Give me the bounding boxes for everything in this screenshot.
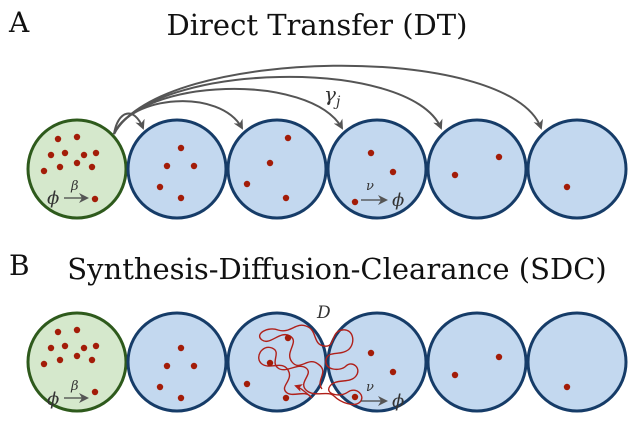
svg-text:β: β [70, 179, 79, 194]
target-cell-4 [426, 118, 528, 220]
panel-b-letter: B [9, 249, 30, 282]
svg-text:ϕ: ϕ [47, 389, 59, 410]
target-cell-b-3 [326, 311, 428, 413]
panel-b-title: Synthesis-Diffusion-Clearance (SDC) [67, 252, 606, 286]
target-cell-b-5 [526, 311, 628, 413]
diffusion-path [258, 324, 363, 406]
transfer-arrow-5 [113, 64, 543, 135]
cell-row-a [26, 118, 628, 220]
source-cell-b [26, 311, 128, 413]
diffusion-label: D [316, 303, 331, 323]
synthesis-label-b: ϕ β [47, 379, 89, 410]
target-cell-b-4 [426, 311, 528, 413]
svg-text:ν: ν [366, 380, 374, 395]
particles-a [40, 133, 571, 206]
transfer-arrows [113, 64, 543, 135]
transfer-rate-label: γj [324, 82, 341, 110]
target-cell-5 [526, 118, 628, 220]
target-cell-1 [126, 118, 228, 220]
target-cell-3 [326, 118, 428, 220]
target-cell-b-1 [126, 311, 228, 413]
cell-row-b [26, 311, 628, 413]
transfer-arrow-1 [113, 112, 145, 135]
svg-text:ϕ: ϕ [47, 188, 59, 209]
synthesis-label-a: ϕ β [47, 179, 89, 209]
source-cell [26, 118, 128, 220]
target-cell-2 [226, 118, 328, 220]
transfer-arrow-3 [113, 88, 343, 135]
svg-text:ϕ: ϕ [392, 391, 404, 412]
panel-a-letter: A [8, 6, 30, 39]
clearance-label-b: ν ϕ [361, 380, 404, 412]
particles-b [40, 326, 571, 402]
svg-text:β: β [70, 379, 79, 394]
svg-text:ϕ: ϕ [392, 190, 404, 211]
clearance-label-a: ν ϕ [361, 179, 404, 211]
panel-a-title: Direct Transfer (DT) [167, 8, 468, 42]
svg-text:ν: ν [366, 179, 374, 194]
